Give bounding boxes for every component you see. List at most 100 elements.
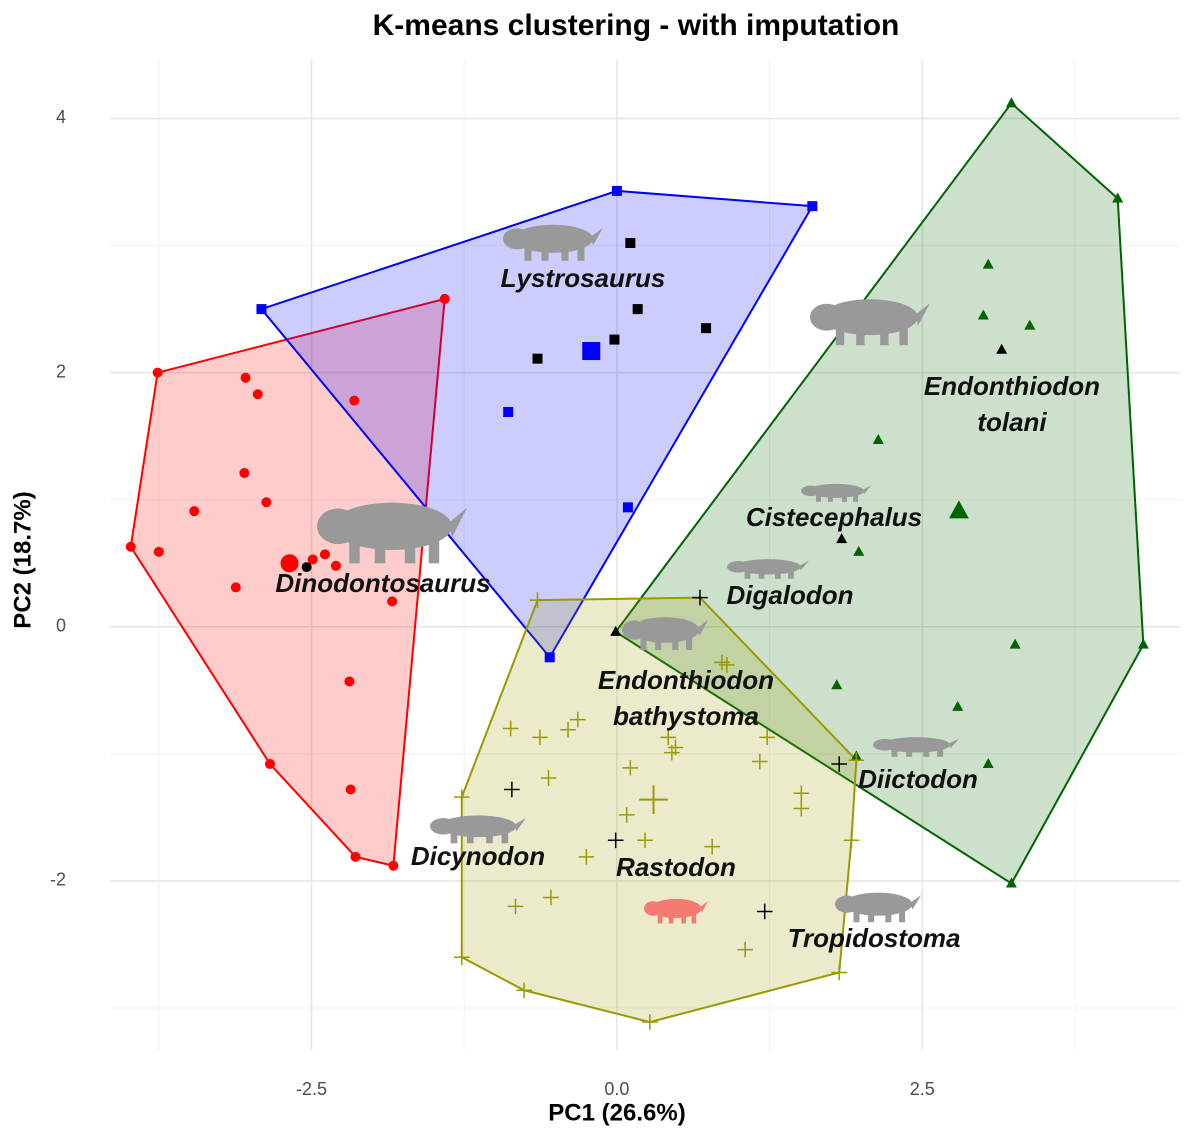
silhouette-leg — [561, 241, 569, 261]
silhouette-tail — [862, 485, 871, 495]
silhouette-body — [822, 299, 918, 336]
point — [387, 596, 398, 607]
silhouette-leg — [501, 828, 509, 844]
silhouette-head — [873, 739, 898, 751]
highlight-point — [831, 756, 848, 772]
point — [618, 807, 635, 823]
animal-silhouette — [503, 224, 603, 261]
silhouette-head — [503, 228, 531, 250]
point — [502, 720, 519, 737]
species-label: Tropidostoma — [788, 923, 961, 953]
silhouette-leg — [868, 906, 875, 923]
silhouette-body — [735, 559, 801, 575]
highlight-point — [625, 238, 636, 249]
silhouette-body — [650, 898, 702, 919]
points — [125, 97, 1149, 1030]
y-tick-label: 2 — [56, 361, 66, 381]
species-label: Lystrosaurus — [501, 263, 666, 293]
species-label: Endonthiodon — [598, 665, 774, 695]
point — [1005, 877, 1017, 888]
silhouette-leg — [923, 746, 930, 757]
highlight-point — [610, 625, 622, 636]
centroid — [949, 500, 969, 519]
point — [737, 941, 753, 958]
highlight-point — [996, 343, 1008, 354]
animal-silhouette — [873, 737, 959, 757]
point — [848, 752, 865, 769]
animal-silhouette — [317, 502, 467, 564]
point — [261, 497, 272, 508]
chart-title: K-means clustering - with imputation — [373, 9, 900, 42]
point — [714, 654, 730, 671]
silhouette-leg — [885, 906, 892, 923]
silhouette-leg — [657, 910, 663, 924]
point — [544, 652, 555, 663]
point — [853, 545, 865, 556]
species-label: Diictodon — [858, 764, 978, 794]
annotations: Lystrosaurus Endonthiodon tolani Cistecepha… — [275, 263, 1100, 953]
point — [516, 982, 532, 999]
silhouette-head — [810, 303, 844, 331]
silhouette-tail — [449, 507, 467, 538]
point — [307, 554, 318, 565]
hulls — [129, 101, 1145, 1024]
silhouette-leg — [450, 828, 458, 844]
silhouette-body — [513, 224, 593, 253]
silhouette-body — [439, 815, 517, 838]
point — [350, 851, 361, 862]
silhouette-head — [835, 895, 860, 913]
silhouettes — [317, 224, 959, 924]
highlight-point — [756, 903, 773, 920]
point — [977, 309, 989, 320]
silhouette-leg — [899, 320, 908, 346]
silhouette-leg — [853, 492, 859, 502]
highlight-point — [701, 323, 712, 334]
centroid — [582, 342, 601, 361]
silhouette-tail — [591, 227, 603, 246]
animal-silhouette — [835, 892, 921, 923]
point — [704, 838, 720, 855]
silhouette-leg — [937, 746, 944, 757]
point — [125, 541, 136, 552]
silhouette-leg — [835, 320, 845, 346]
silhouette-leg — [374, 530, 386, 564]
point — [240, 372, 251, 383]
cluster-hull — [614, 101, 1145, 885]
animal-silhouette — [727, 559, 809, 579]
point — [453, 949, 470, 966]
point — [1009, 638, 1021, 649]
silhouette-tail — [910, 895, 921, 910]
x-tick-label: 2.5 — [910, 1079, 935, 1099]
point — [349, 395, 360, 406]
point — [759, 729, 775, 746]
silhouette-leg — [686, 632, 693, 650]
point — [230, 582, 241, 593]
silhouette-head — [644, 901, 662, 916]
point — [453, 789, 470, 805]
point — [660, 729, 677, 746]
point — [543, 889, 559, 906]
silhouette-tail — [700, 901, 708, 913]
point — [507, 898, 524, 915]
silhouette-body — [843, 892, 913, 916]
silhouette-leg — [899, 906, 906, 923]
point — [503, 407, 514, 418]
highlight-point — [609, 334, 620, 345]
silhouette-head — [317, 508, 359, 545]
silhouette-body — [881, 737, 951, 753]
point — [570, 711, 586, 728]
highlight-point — [301, 562, 312, 573]
silhouette-leg — [672, 632, 679, 650]
point — [831, 679, 843, 690]
point — [532, 729, 548, 746]
animal-silhouette — [644, 898, 708, 924]
point — [319, 549, 330, 560]
species-label: bathystoma — [613, 701, 759, 731]
highlight-point — [692, 589, 708, 606]
point — [330, 560, 341, 571]
silhouette-leg — [466, 828, 474, 844]
point — [540, 770, 557, 786]
silhouette-leg — [744, 568, 751, 579]
silhouette-leg — [880, 320, 889, 346]
